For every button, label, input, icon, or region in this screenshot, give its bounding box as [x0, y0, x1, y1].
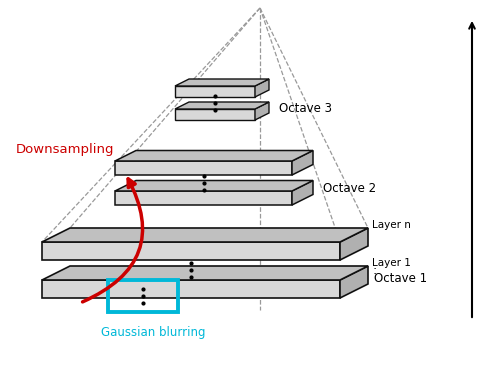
Text: Octave 3: Octave 3 [279, 102, 332, 115]
Text: Downsampling: Downsampling [16, 143, 115, 156]
Polygon shape [42, 242, 340, 260]
Bar [108, 280, 178, 312]
Polygon shape [115, 151, 313, 161]
Polygon shape [340, 228, 368, 260]
Polygon shape [175, 109, 255, 120]
Polygon shape [292, 151, 313, 175]
Polygon shape [255, 102, 269, 120]
Polygon shape [340, 266, 368, 298]
Polygon shape [42, 228, 368, 242]
Polygon shape [292, 181, 313, 205]
Polygon shape [115, 191, 292, 205]
Polygon shape [42, 280, 340, 298]
Polygon shape [175, 86, 255, 97]
Polygon shape [255, 79, 269, 97]
Text: Layer n: Layer n [372, 220, 411, 230]
Polygon shape [115, 161, 292, 175]
Text: Gaussian blurring: Gaussian blurring [101, 326, 205, 339]
FancyArrowPatch shape [83, 179, 143, 302]
Polygon shape [175, 79, 269, 86]
Text: :: : [372, 264, 376, 277]
Text: Octave 1: Octave 1 [374, 272, 427, 285]
Polygon shape [115, 181, 313, 191]
Polygon shape [175, 102, 269, 109]
Polygon shape [42, 266, 368, 280]
Text: Layer 1: Layer 1 [372, 258, 411, 268]
Text: Octave 2: Octave 2 [323, 181, 376, 194]
